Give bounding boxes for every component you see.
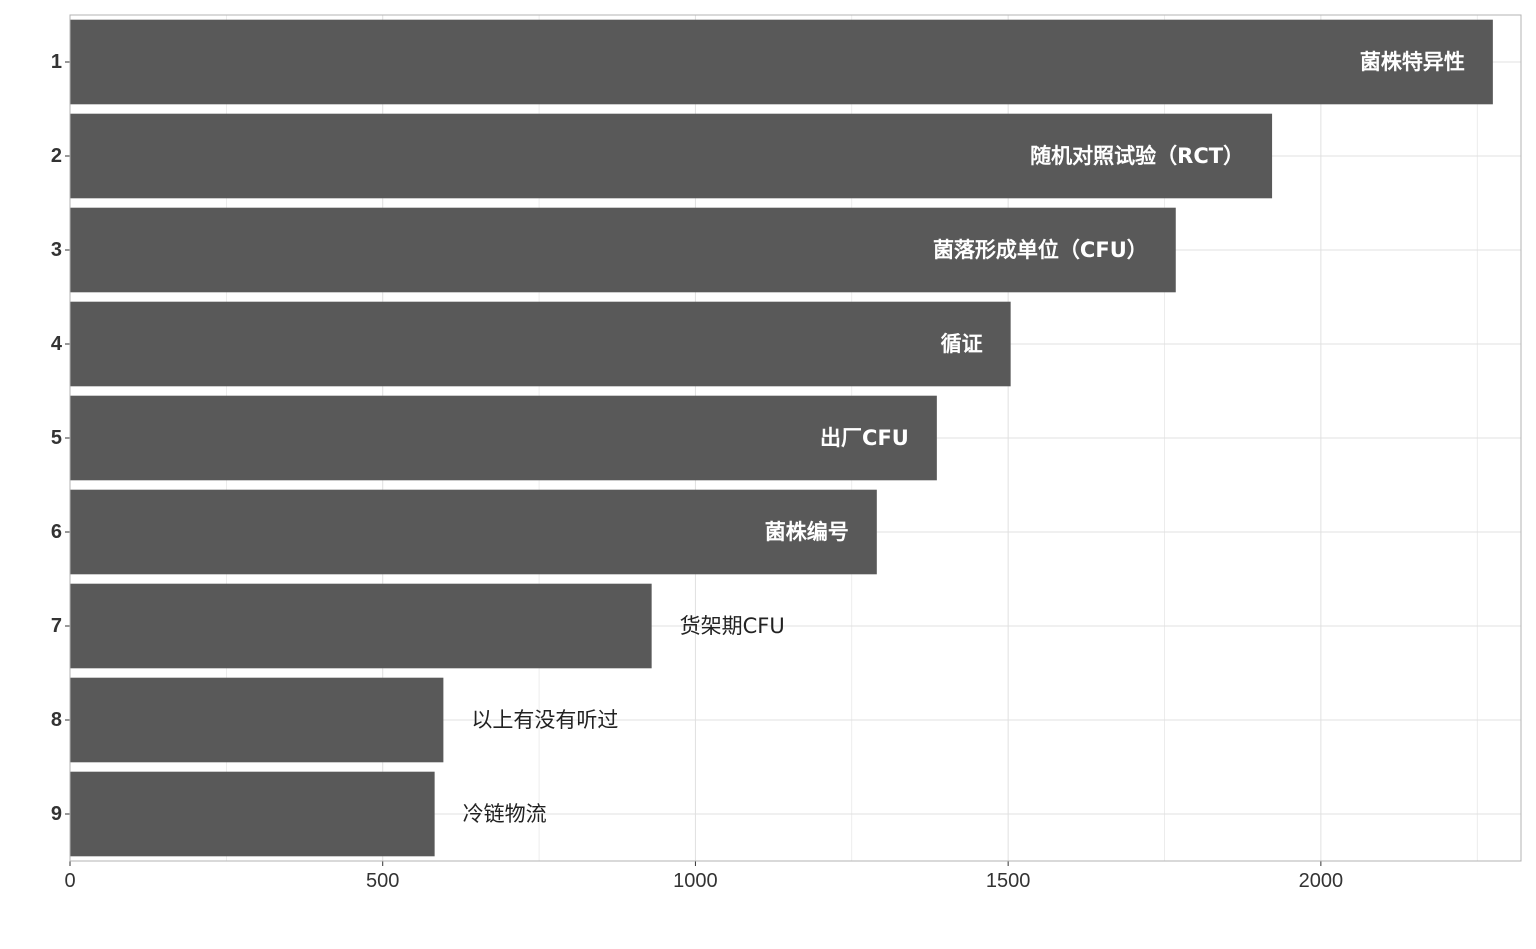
bar-data-label: 货架期CFU	[680, 614, 785, 638]
y-tick-label: 8	[51, 709, 62, 731]
x-tick-label: 1500	[986, 870, 1031, 892]
bar-data-label: 随机对照试验（RCT）	[1030, 144, 1244, 168]
bar-data-label: 菌株特异性	[1360, 50, 1465, 74]
bar-data-label: 菌落形成单位（CFU）	[933, 238, 1148, 262]
bar-data-label: 冷链物流	[463, 802, 547, 826]
bar	[70, 301, 1011, 387]
axis-layer: 1 2 3 4 5 6 7 8 9 0 500 1000 1500 2000	[51, 14, 1522, 892]
bar-data-label: 菌株编号	[765, 520, 849, 544]
panel-border	[69, 14, 1522, 862]
bar-data-label: 出厂CFU	[820, 426, 909, 450]
y-tick-label: 2	[51, 145, 62, 167]
bar	[70, 113, 1273, 199]
y-tick-label: 4	[51, 333, 63, 355]
y-tick-label: 7	[51, 615, 62, 637]
bar	[70, 489, 877, 575]
x-tick-label: 0	[64, 870, 75, 892]
y-tick-label: 6	[51, 521, 62, 543]
y-tick-label: 9	[51, 803, 62, 825]
x-tick-label: 2000	[1299, 870, 1344, 892]
x-tick-label: 1000	[673, 870, 718, 892]
bar	[70, 771, 435, 857]
bar	[70, 207, 1176, 293]
bar	[70, 677, 444, 763]
bar	[70, 19, 1493, 105]
bar-layer	[70, 19, 1493, 857]
bar-data-label: 循证	[941, 332, 983, 356]
y-tick-label: 1	[51, 51, 62, 73]
x-tick-label: 500	[366, 870, 399, 892]
bar	[70, 583, 652, 669]
bar	[70, 395, 937, 481]
bar-data-label: 以上有没有听过	[471, 708, 618, 732]
y-tick-label: 3	[51, 239, 62, 261]
y-tick-label: 5	[51, 427, 62, 449]
